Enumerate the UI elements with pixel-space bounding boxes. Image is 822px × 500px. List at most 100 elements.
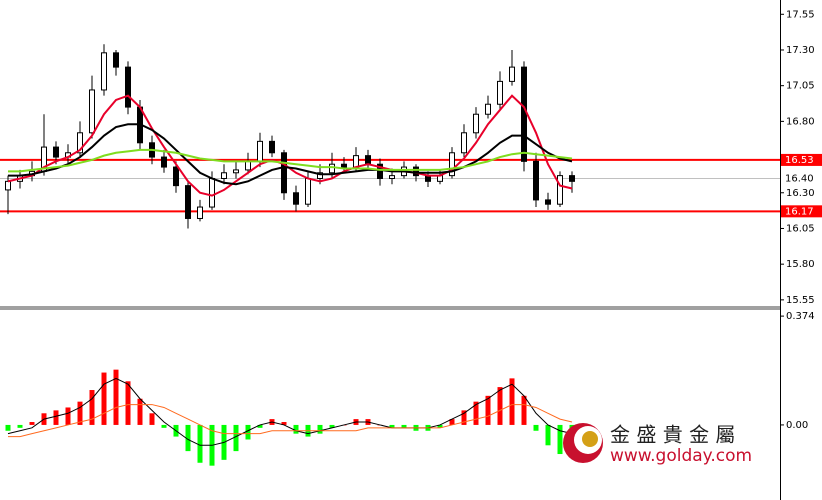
candle-body bbox=[257, 140, 263, 162]
histogram-bar bbox=[545, 424, 551, 446]
histogram-bar bbox=[401, 424, 407, 428]
histogram-bar bbox=[5, 424, 11, 431]
histogram-bar bbox=[149, 413, 155, 425]
candle-body bbox=[557, 175, 563, 205]
histogram-bar bbox=[245, 424, 251, 440]
logo bbox=[563, 423, 603, 463]
candle-body bbox=[317, 172, 323, 179]
histogram-bar bbox=[437, 424, 443, 428]
candle-body bbox=[389, 175, 395, 179]
histogram-bar bbox=[233, 424, 239, 452]
histogram-bar bbox=[533, 424, 539, 431]
histogram-bar bbox=[197, 424, 203, 463]
histogram-bar bbox=[293, 424, 299, 434]
candle-body bbox=[125, 66, 131, 108]
histogram-bar bbox=[125, 381, 131, 425]
histogram-bar bbox=[77, 401, 83, 425]
moving-average-line bbox=[8, 123, 573, 186]
candle-body bbox=[269, 140, 275, 154]
y-tick-label: 15.55 bbox=[786, 295, 815, 306]
histogram-bar bbox=[65, 407, 71, 425]
level-label-box bbox=[781, 205, 822, 218]
level-label: 16.40 bbox=[785, 173, 814, 184]
histogram-bar bbox=[53, 410, 59, 425]
histogram-bar bbox=[509, 378, 515, 425]
candle-body bbox=[545, 199, 551, 205]
moving-average-line bbox=[8, 148, 573, 173]
y-tick-label: 0.374 bbox=[786, 311, 815, 322]
histogram-bar bbox=[137, 398, 143, 425]
candle-body bbox=[209, 177, 215, 208]
candle-body bbox=[329, 163, 335, 174]
candle-body bbox=[521, 66, 527, 162]
histogram-bar bbox=[473, 401, 479, 425]
candle-body bbox=[449, 152, 455, 177]
candle-body bbox=[101, 52, 107, 91]
candle-body bbox=[77, 132, 83, 154]
histogram-bar bbox=[329, 424, 335, 428]
candle-body bbox=[185, 185, 191, 219]
histogram-bar bbox=[521, 395, 527, 425]
candle-body bbox=[509, 66, 515, 82]
histogram-bar bbox=[17, 424, 23, 428]
histogram-bar bbox=[317, 424, 323, 434]
candle-body bbox=[245, 160, 251, 171]
candle-body bbox=[365, 155, 371, 165]
histogram-bar bbox=[497, 387, 503, 425]
y-tick-label: 16.30 bbox=[786, 188, 815, 199]
candle-body bbox=[113, 52, 119, 68]
candle-body bbox=[305, 177, 311, 205]
candle-body bbox=[293, 192, 299, 205]
macd-line bbox=[7, 377, 573, 446]
histogram-bar bbox=[89, 390, 95, 425]
candle-body bbox=[485, 103, 491, 115]
panel-separator bbox=[0, 306, 780, 310]
watermark-name: 金 盛 貴 金 屬 bbox=[610, 423, 735, 447]
y-tick-label: 0.00 bbox=[786, 420, 808, 431]
level-label-box bbox=[781, 172, 822, 185]
logo-core bbox=[582, 431, 598, 447]
histogram-bar bbox=[389, 424, 395, 428]
macd-line bbox=[8, 404, 573, 438]
candle-body bbox=[5, 180, 11, 191]
candle-body bbox=[497, 80, 503, 105]
candle-body bbox=[413, 166, 419, 177]
histogram-bar bbox=[113, 369, 119, 425]
y-tick-label: 16.05 bbox=[786, 223, 815, 234]
candle-body bbox=[53, 146, 59, 158]
candle-body bbox=[197, 206, 203, 219]
candle-body bbox=[341, 163, 347, 168]
histogram-bar bbox=[257, 424, 263, 428]
candle-body bbox=[461, 132, 467, 154]
histogram-bar bbox=[461, 410, 467, 425]
level-label-box bbox=[781, 153, 822, 166]
histogram-bar bbox=[557, 424, 563, 455]
histogram-bar bbox=[449, 419, 455, 425]
histogram-bar bbox=[185, 424, 191, 452]
histogram-bar bbox=[29, 422, 35, 425]
y-tick-label: 16.80 bbox=[786, 116, 815, 127]
candle-body bbox=[533, 160, 539, 201]
watermark-url: www.golday.com bbox=[610, 446, 752, 466]
candle-body bbox=[281, 152, 287, 194]
y-tick-label: 15.80 bbox=[786, 259, 815, 270]
candle-body bbox=[89, 89, 95, 134]
candle-body bbox=[569, 175, 575, 182]
y-tick-label: 17.30 bbox=[786, 45, 815, 56]
y-tick-label: 17.05 bbox=[786, 81, 815, 92]
y-tick-label: 17.55 bbox=[786, 9, 815, 20]
level-label: 16.53 bbox=[785, 155, 814, 166]
candle-body bbox=[221, 172, 227, 179]
candle-body bbox=[161, 156, 167, 168]
candle-body bbox=[377, 163, 383, 179]
histogram-bar bbox=[281, 422, 287, 425]
histogram-bar bbox=[101, 372, 107, 425]
level-label: 16.17 bbox=[785, 206, 814, 217]
candle-body bbox=[173, 166, 179, 187]
candle-body bbox=[233, 169, 239, 174]
histogram-bar bbox=[161, 424, 167, 428]
candle-body bbox=[353, 155, 359, 168]
